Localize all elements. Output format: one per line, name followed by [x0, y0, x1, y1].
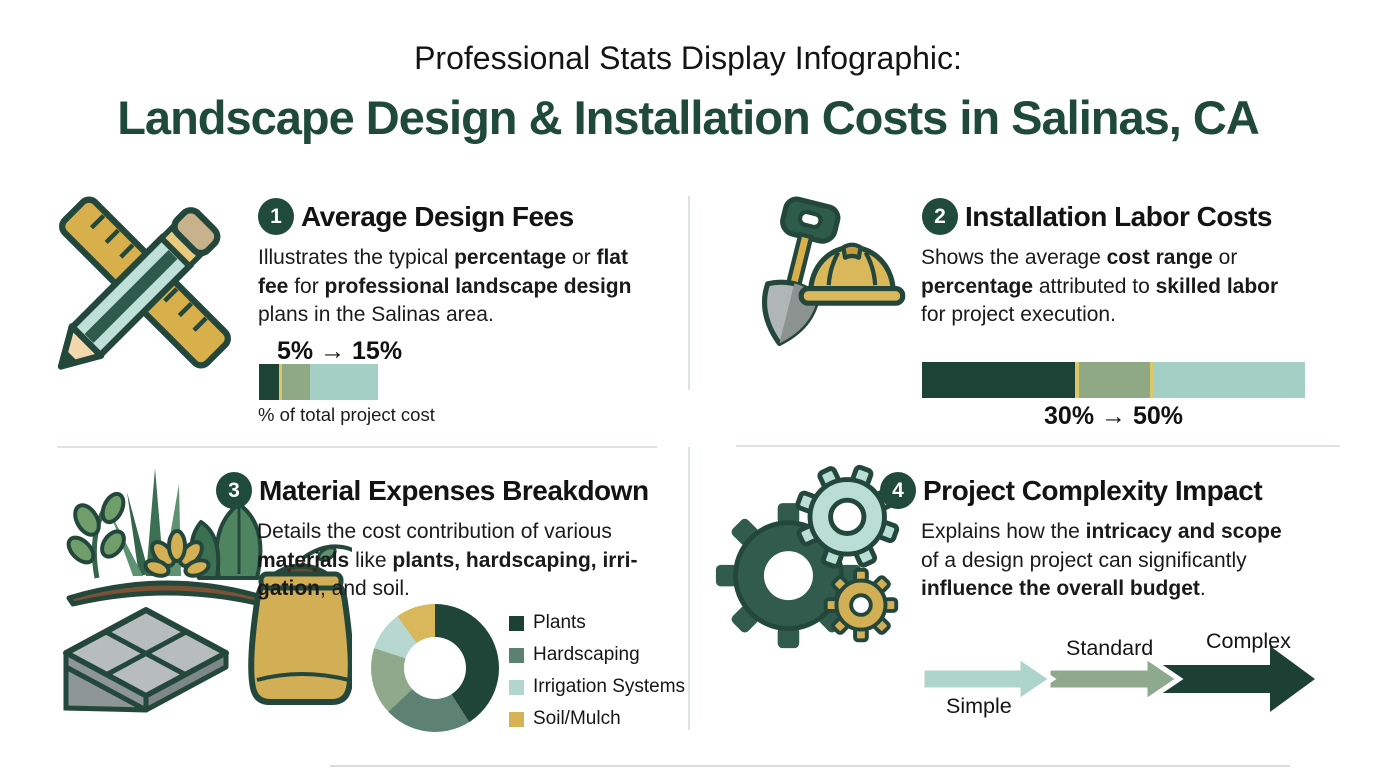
section-1-number-badge: 1 [258, 198, 294, 235]
section-3-description: Details the cost contribution of various… [257, 520, 638, 600]
bar-segment [310, 364, 378, 400]
section-3-title: Material Expenses Breakdown [259, 474, 649, 506]
complexity-arrows-diagram [919, 646, 1315, 712]
bar-segment [279, 364, 283, 400]
bar-segment [922, 362, 1076, 398]
section-3-header: 3 Material Expenses Breakdown [216, 472, 649, 509]
bar-segment [1079, 362, 1150, 398]
section-4-number-badge: 4 [880, 472, 916, 509]
section-1-range-stat: 5% → 15% [277, 337, 403, 365]
divider-horizontal-left [57, 446, 657, 448]
ruler-pencil-icon [57, 196, 231, 370]
legend-swatch-soil-mulch [509, 711, 524, 727]
simple-arrow [919, 651, 1057, 707]
section-1-range-bar [259, 364, 378, 400]
divider-vertical-top [688, 196, 690, 390]
section-4-title: Project Complexity Impact [923, 474, 1263, 506]
page-subtitle: Professional Stats Display Infographic: [414, 40, 962, 76]
legend-item: Irrigation Systems [509, 676, 685, 698]
bottom-crop-line [330, 765, 1290, 767]
section-1-bar-caption: % of total project cost [258, 404, 435, 425]
section-2-description: Shows the average cost range or percentag… [921, 246, 1279, 326]
section-2-title: Installation Labor Costs [965, 200, 1272, 232]
complex-arrow [1158, 646, 1315, 712]
bar-segment [1149, 362, 1153, 398]
legend-item: Hardscaping [509, 644, 685, 666]
section-1-header: 1 Average Design Fees [258, 198, 574, 235]
divider-vertical-bottom [688, 447, 690, 730]
shovel-hardhat-icon [761, 196, 906, 346]
donut-legend: Plants Hardscaping Irrigation Systems So… [509, 612, 685, 740]
standard-label: Standard [1066, 636, 1154, 660]
section-3-number-badge: 3 [216, 472, 252, 509]
bar-segment [259, 364, 280, 400]
section-4-header: 4 Project Complexity Impact [880, 472, 1263, 509]
legend-item: Plants [509, 612, 685, 634]
standard-arrow [1045, 651, 1184, 707]
donut-hole [404, 637, 466, 699]
section-4-description: Explains how the intricacy and scope of a… [921, 520, 1282, 600]
plants-materials-icon [63, 468, 352, 713]
material-expenses-donut-chart [371, 604, 499, 732]
legend-item: Soil/Mulch [509, 708, 685, 730]
gears-icon [715, 464, 900, 649]
complex-label: Complex [1206, 629, 1291, 653]
legend-label: Soil/Mulch [533, 708, 621, 729]
section-2-range-bar [922, 362, 1305, 398]
bar-segment [1152, 362, 1305, 398]
section-1-description: Illustrates the typical percentage or fl… [258, 246, 632, 326]
legend-swatch-plants [509, 615, 524, 631]
section-1-title: Average Design Fees [301, 200, 574, 232]
bar-segment [1075, 362, 1080, 398]
legend-swatch-irrigation [509, 679, 524, 695]
simple-label: Simple [946, 694, 1012, 718]
bar-segment [282, 364, 311, 400]
legend-label: Plants [533, 612, 586, 633]
section-2-range-stat: 30% → 50% [1044, 402, 1183, 430]
legend-label: Irrigation Systems [533, 676, 686, 697]
page-title: Landscape Design & Installation Costs in… [117, 91, 1260, 144]
legend-label: Hardscaping [533, 644, 640, 665]
section-2-header: 2 Installation Labor Costs [922, 198, 1272, 235]
section-2-number-badge: 2 [922, 198, 958, 235]
divider-horizontal-right [736, 445, 1340, 447]
legend-swatch-hardscaping [509, 647, 524, 663]
